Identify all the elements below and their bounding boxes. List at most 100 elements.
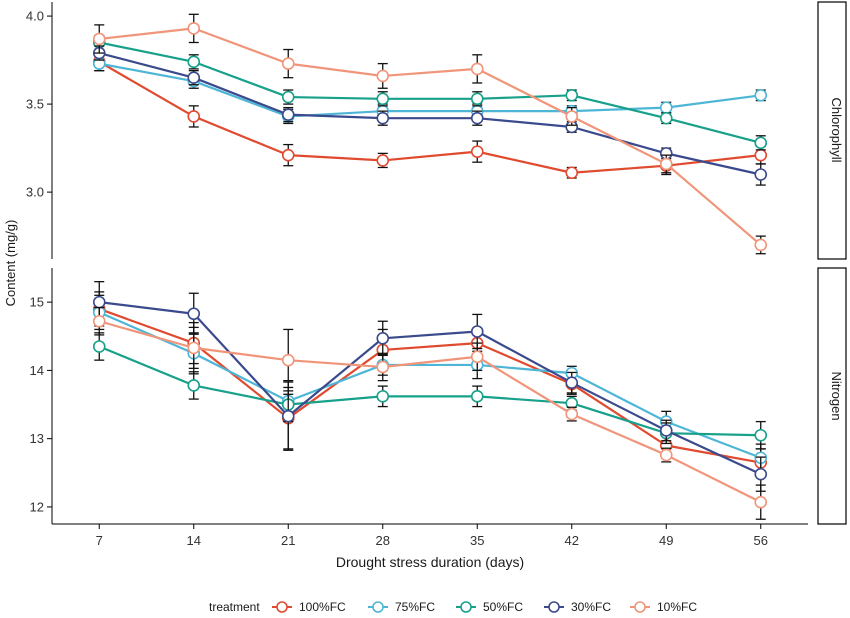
series-line xyxy=(98,51,761,176)
data-point xyxy=(754,495,768,509)
series-line xyxy=(98,320,762,504)
data-point xyxy=(281,353,295,367)
x-tick-label: 28 xyxy=(376,533,390,548)
data-point xyxy=(565,376,579,389)
data-point xyxy=(754,168,768,181)
data-point xyxy=(187,55,201,69)
series xyxy=(92,13,768,520)
legend-title: treatment xyxy=(209,600,260,614)
data-point xyxy=(376,154,390,167)
y-tick-label: 4.0 xyxy=(26,9,44,24)
data-point xyxy=(754,467,768,481)
data-point xyxy=(470,111,484,125)
data-point xyxy=(470,390,484,403)
x-tick-label: 21 xyxy=(281,533,295,548)
data-point xyxy=(92,295,106,309)
legend-item-75%FC: 75%FC xyxy=(368,600,435,614)
data-point xyxy=(92,32,106,46)
data-point xyxy=(376,360,390,374)
panel-nitrogen xyxy=(51,268,808,525)
legend-swatch-point xyxy=(634,601,646,613)
data-point xyxy=(187,71,201,84)
data-point xyxy=(376,92,390,106)
x-tick-label: 49 xyxy=(659,533,673,548)
legend: treatment 100%FC 75%FC 50%FC 30%FC 10%FC xyxy=(209,600,697,614)
data-point xyxy=(281,409,295,423)
legend-label: 30%FC xyxy=(571,600,611,614)
series-10%FC xyxy=(92,306,768,520)
data-point xyxy=(470,145,484,158)
y-tick-label: 14 xyxy=(30,363,44,378)
y-tick-label: 3.5 xyxy=(26,97,44,112)
data-point xyxy=(470,325,484,338)
data-point xyxy=(187,110,201,123)
series-line xyxy=(99,27,762,246)
series-line xyxy=(98,311,762,459)
data-point xyxy=(659,157,673,171)
legend-swatch-point xyxy=(372,601,384,613)
legend-item-50%FC: 50%FC xyxy=(456,600,523,614)
data-point xyxy=(470,92,484,106)
data-point xyxy=(281,90,295,104)
series-10%FC xyxy=(92,13,768,255)
legend-item-10%FC: 10%FC xyxy=(630,600,697,614)
data-point xyxy=(754,88,768,102)
data-point xyxy=(187,307,201,321)
axes: 7 14 21 28 35 42 49 56 3.0 3.5 4.0 12 13 14 15 xyxy=(26,9,768,548)
series-line xyxy=(98,307,761,464)
data-point xyxy=(659,448,673,462)
y-tick-label: 12 xyxy=(30,499,44,514)
y-tick-label: 15 xyxy=(30,295,44,310)
strip-chlorophyll: Chlorophyll xyxy=(817,1,847,260)
data-point xyxy=(376,111,390,125)
y-tick-label: 13 xyxy=(30,431,44,446)
data-point xyxy=(187,22,201,35)
data-point xyxy=(376,390,390,403)
x-tick-label: 7 xyxy=(96,533,103,548)
data-point xyxy=(376,69,390,83)
data-point xyxy=(376,332,390,345)
legend-label: 100%FC xyxy=(299,600,346,614)
x-tick-label: 14 xyxy=(187,533,201,548)
data-point xyxy=(187,341,201,355)
legend-items: 100%FC 75%FC 50%FC 30%FC 10%FC xyxy=(272,600,697,614)
legend-item-100%FC: 100%FC xyxy=(272,600,346,614)
data-point xyxy=(281,148,295,162)
strip-nitrogen: Nitrogen xyxy=(817,267,847,525)
data-point xyxy=(470,350,484,364)
data-point xyxy=(92,314,106,328)
series-line xyxy=(99,41,762,144)
series-30%FC xyxy=(92,281,768,492)
data-point xyxy=(659,424,673,437)
data-point xyxy=(754,136,768,150)
data-point xyxy=(92,340,106,353)
data-point xyxy=(281,108,295,121)
series-50%FC xyxy=(92,34,768,151)
legend-swatch-point xyxy=(276,601,288,613)
data-point xyxy=(659,111,673,125)
x-tick-label: 35 xyxy=(470,533,484,548)
data-point xyxy=(754,238,768,252)
series-line xyxy=(98,60,761,174)
data-point xyxy=(281,57,295,70)
strip-label-chlorophyll: Chlorophyll xyxy=(829,97,844,162)
legend-swatch-point xyxy=(460,601,472,613)
data-point xyxy=(754,148,768,162)
data-point xyxy=(659,101,673,114)
legend-label: 10%FC xyxy=(657,600,697,614)
data-point xyxy=(565,166,579,180)
series-line xyxy=(99,301,762,476)
x-axis-title: Drought stress duration (days) xyxy=(336,554,524,570)
y-axis-title: Content (mg/g) xyxy=(3,220,18,307)
series-line xyxy=(99,62,761,118)
data-point xyxy=(470,62,484,76)
y-tick-label: 3.0 xyxy=(26,185,44,200)
data-point xyxy=(754,428,768,442)
legend-swatch-point xyxy=(548,601,560,613)
x-tick-label: 42 xyxy=(565,533,579,548)
data-point xyxy=(565,407,579,421)
strip-label-nitrogen: Nitrogen xyxy=(829,371,844,420)
data-point xyxy=(565,88,579,102)
x-tick-label: 56 xyxy=(754,533,768,548)
